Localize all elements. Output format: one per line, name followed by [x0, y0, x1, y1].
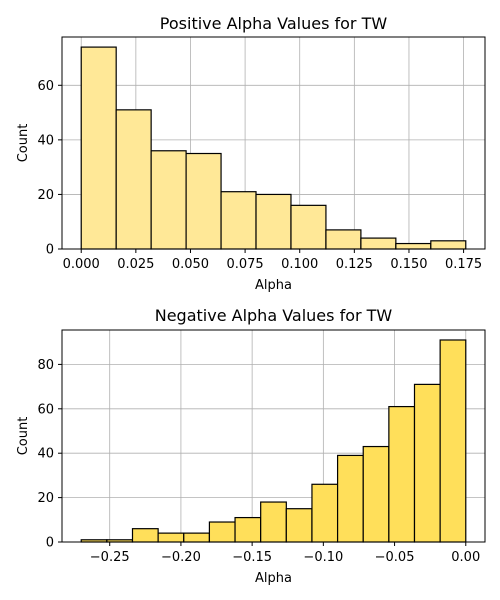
axes-frame [61, 329, 486, 543]
histogram-bar [290, 204, 327, 250]
histogram-bar [285, 508, 313, 543]
x-tick-label: 0.150 [390, 257, 427, 272]
y-axis-label: Count [16, 124, 31, 163]
chart-positive-alpha: Positive Alpha Values for TW Alpha Count… [16, 14, 486, 293]
chart-negative-alpha: Negative Alpha Values for TW Alpha Count… [16, 306, 486, 586]
histogram-bar [439, 339, 467, 543]
x-tick-label: −0.25 [90, 550, 130, 565]
x-axis-label: Alpha [255, 571, 292, 586]
x-tick-label: 0.000 [63, 257, 100, 272]
y-tick-label: 20 [37, 188, 54, 203]
y-tick-label: 80 [37, 358, 54, 373]
histogram-bar [413, 383, 441, 543]
x-tick-label: 0.025 [117, 257, 154, 272]
x-tick-label: 0.125 [336, 257, 373, 272]
y-axis-label: Count [16, 417, 31, 456]
histogram-bar [185, 152, 222, 250]
histogram-bar [430, 240, 467, 250]
histogram-bar [311, 483, 339, 543]
y-tick-label: 0 [46, 536, 54, 551]
histogram-bar [208, 521, 236, 543]
histogram-bar [362, 445, 390, 543]
x-tick-label: 0.100 [281, 257, 318, 272]
chart-title: Positive Alpha Values for TW [160, 14, 388, 33]
x-tick-label: −0.20 [161, 550, 201, 565]
y-tick-label: 60 [37, 79, 54, 94]
x-tick-label: 0.075 [226, 257, 263, 272]
histogram-bar [255, 193, 292, 250]
x-tick-label: −0.10 [303, 550, 343, 565]
y-tick-label: 40 [37, 447, 54, 462]
histogram-bar [115, 109, 152, 250]
histogram-bar [395, 242, 432, 250]
histogram-bar [150, 150, 187, 250]
x-tick-label: −0.15 [232, 550, 272, 565]
histogram-bars [80, 339, 467, 543]
histogram-bar [80, 46, 117, 250]
x-axis-label: Alpha [255, 278, 292, 293]
y-tick-label: 20 [37, 491, 54, 506]
histogram-bar [388, 405, 416, 543]
histogram-bar [336, 454, 364, 543]
x-tick-label: 0.00 [451, 550, 480, 565]
histogram-bar [183, 532, 211, 543]
y-tick-label: 0 [46, 243, 54, 258]
x-tick-label: 0.175 [445, 257, 482, 272]
histogram-bar [260, 501, 287, 543]
chart-title: Negative Alpha Values for TW [155, 306, 393, 325]
x-tick-label: −0.05 [375, 550, 415, 565]
histogram-bar [360, 237, 397, 250]
histogram-bar [325, 229, 362, 250]
histogram-bars [80, 46, 467, 250]
axes-frame [61, 36, 486, 250]
histogram-bar [234, 516, 262, 543]
y-tick-label: 60 [37, 402, 54, 417]
histogram-bar [220, 191, 257, 250]
y-tick-label: 40 [37, 133, 54, 148]
x-tick-label: 0.050 [172, 257, 209, 272]
histogram-bar [131, 528, 159, 543]
histogram-bar [157, 532, 185, 543]
